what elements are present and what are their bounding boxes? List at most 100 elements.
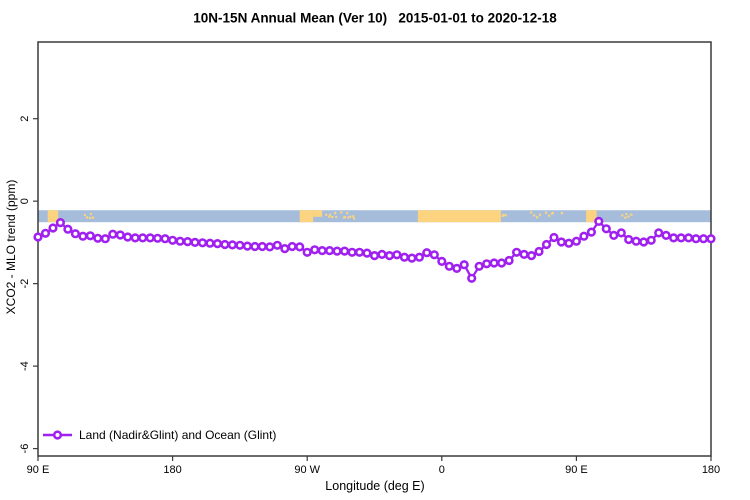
data-point <box>586 227 597 237</box>
data-point <box>467 273 477 283</box>
data-point <box>317 246 327 256</box>
data-point <box>138 233 148 243</box>
chart-title: 10N-15N Annual Mean (Ver 10) 2015-01-01 … <box>193 10 557 26</box>
band-speckle <box>625 212 628 215</box>
data-point <box>601 224 611 234</box>
data-point <box>340 246 350 256</box>
data-point <box>661 230 671 240</box>
data-point <box>519 249 529 259</box>
data-point <box>437 256 447 267</box>
data-point <box>33 232 43 242</box>
data-point <box>511 247 522 257</box>
data-point <box>280 244 290 254</box>
data-point <box>594 216 604 226</box>
band-speckle <box>335 215 338 218</box>
y-tick-label: -6 <box>19 444 31 454</box>
y-tick-label: 0 <box>19 198 31 204</box>
data-point <box>287 241 297 252</box>
x-tick-label: 180 <box>163 464 181 476</box>
data-point <box>616 228 626 238</box>
data-point <box>168 235 178 245</box>
band-speckle <box>501 214 504 218</box>
data-point <box>295 242 305 252</box>
data-point <box>429 250 439 260</box>
data-point <box>392 250 402 260</box>
band-speckle <box>88 216 92 220</box>
band-land-segment <box>313 210 323 217</box>
data-point <box>153 233 163 243</box>
band-speckle <box>325 213 328 216</box>
band-speckle <box>334 211 337 215</box>
band-speckle <box>536 216 539 219</box>
data-point <box>325 246 335 256</box>
data-point <box>414 252 425 262</box>
data-point <box>183 237 193 247</box>
band-land-segment <box>417 210 501 223</box>
data-point <box>302 247 312 257</box>
x-tick-label: 90 E <box>565 464 588 476</box>
data-point <box>310 245 320 255</box>
data-point <box>384 251 395 261</box>
band-speckle <box>349 215 352 218</box>
band-speckle <box>91 216 95 219</box>
data-point <box>646 235 656 245</box>
data-point <box>571 236 582 246</box>
data-point <box>579 231 589 241</box>
data-point <box>145 233 155 243</box>
data-point <box>63 224 73 234</box>
band-ocean <box>38 210 711 223</box>
data-point <box>452 263 462 274</box>
y-tick-label: -2 <box>19 279 31 289</box>
band-speckle <box>346 211 349 215</box>
data-point <box>534 246 544 257</box>
data-point <box>70 229 80 239</box>
data-point <box>265 242 275 252</box>
data-point <box>115 230 125 240</box>
band-speckle <box>502 213 505 216</box>
data-point <box>354 247 365 257</box>
data-point <box>474 261 484 271</box>
data-point <box>422 248 432 258</box>
band-land-segment <box>299 210 314 223</box>
data-point <box>272 240 282 250</box>
x-tick-label: 180 <box>702 464 720 476</box>
data-point <box>654 228 664 238</box>
band-land-segment <box>47 210 59 223</box>
data-point <box>227 240 237 250</box>
legend-marker-icon <box>43 430 72 440</box>
x-tick-label: 90 W <box>294 464 320 476</box>
data-point <box>683 233 694 243</box>
band-speckle <box>504 214 507 217</box>
data-point <box>497 258 507 268</box>
band-speckle <box>530 211 533 214</box>
band-speckle <box>544 211 548 214</box>
band-land-segment <box>586 210 597 223</box>
band-speckle <box>352 215 355 218</box>
band-speckle <box>560 211 563 215</box>
legend: Land (Nadir&Glint) and Ocean (Glint) <box>42 428 276 442</box>
data-point <box>482 259 492 269</box>
band-speckle <box>85 216 89 219</box>
data-point <box>108 229 118 239</box>
data-point <box>250 241 260 252</box>
band-speckle <box>533 214 536 217</box>
data-point <box>175 236 185 246</box>
data-point <box>160 234 170 244</box>
data-point <box>377 249 387 259</box>
data-point <box>242 241 252 251</box>
data-point <box>549 232 559 243</box>
data-point <box>631 236 641 246</box>
data-point <box>369 251 380 261</box>
legend-circle-icon <box>52 430 63 440</box>
band-speckle <box>347 216 350 219</box>
band-speckle <box>344 216 347 219</box>
data-point <box>55 218 66 228</box>
band-speckle <box>624 216 627 219</box>
data-point <box>564 238 574 248</box>
data-point <box>212 239 223 249</box>
data-point <box>197 238 208 248</box>
data-point <box>40 228 51 238</box>
data-point <box>668 233 679 243</box>
data-point <box>257 241 267 252</box>
